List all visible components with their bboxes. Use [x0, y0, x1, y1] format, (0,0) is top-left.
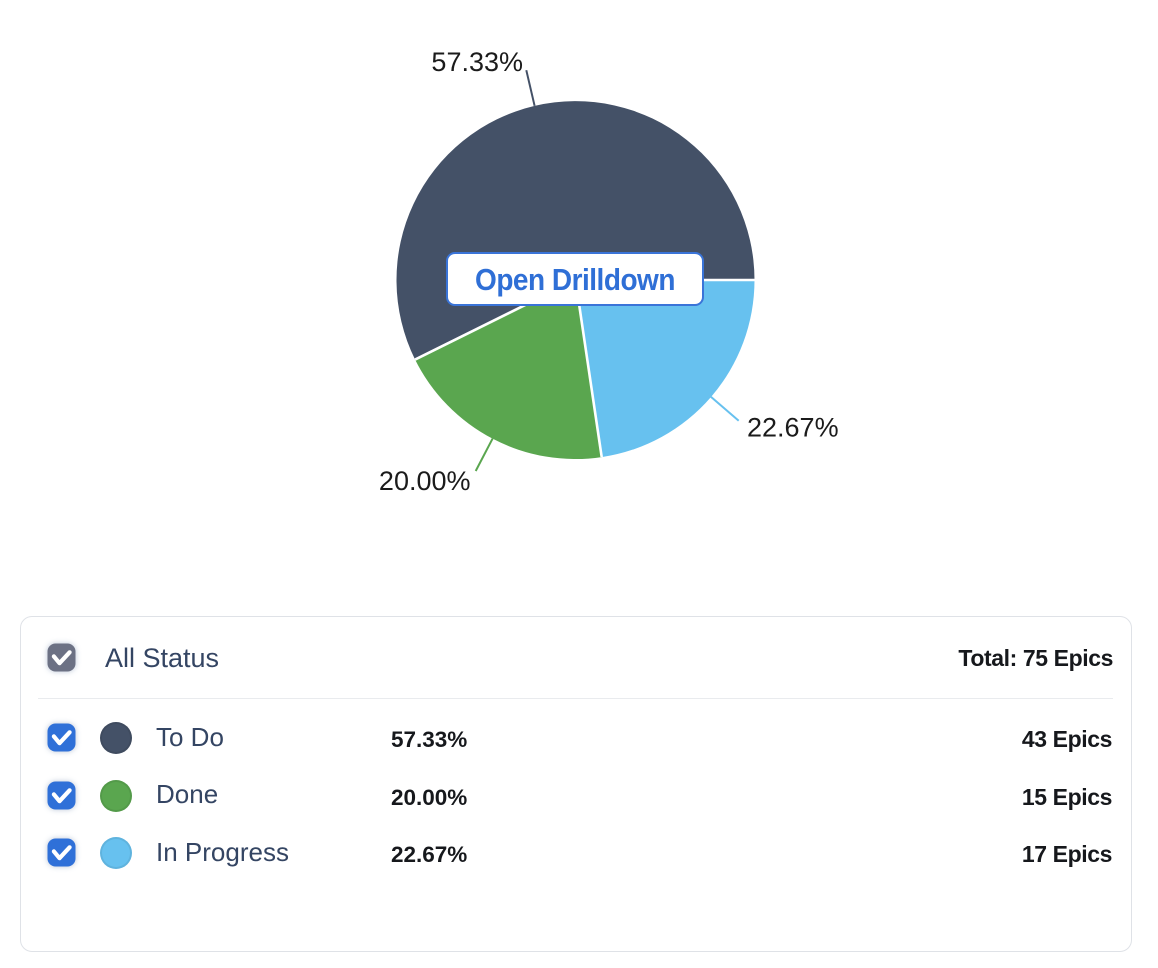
svg-text:57.33%: 57.33%: [431, 47, 523, 77]
svg-text:20.00%: 20.00%: [379, 466, 471, 496]
svg-text:22.67%: 22.67%: [747, 413, 839, 443]
